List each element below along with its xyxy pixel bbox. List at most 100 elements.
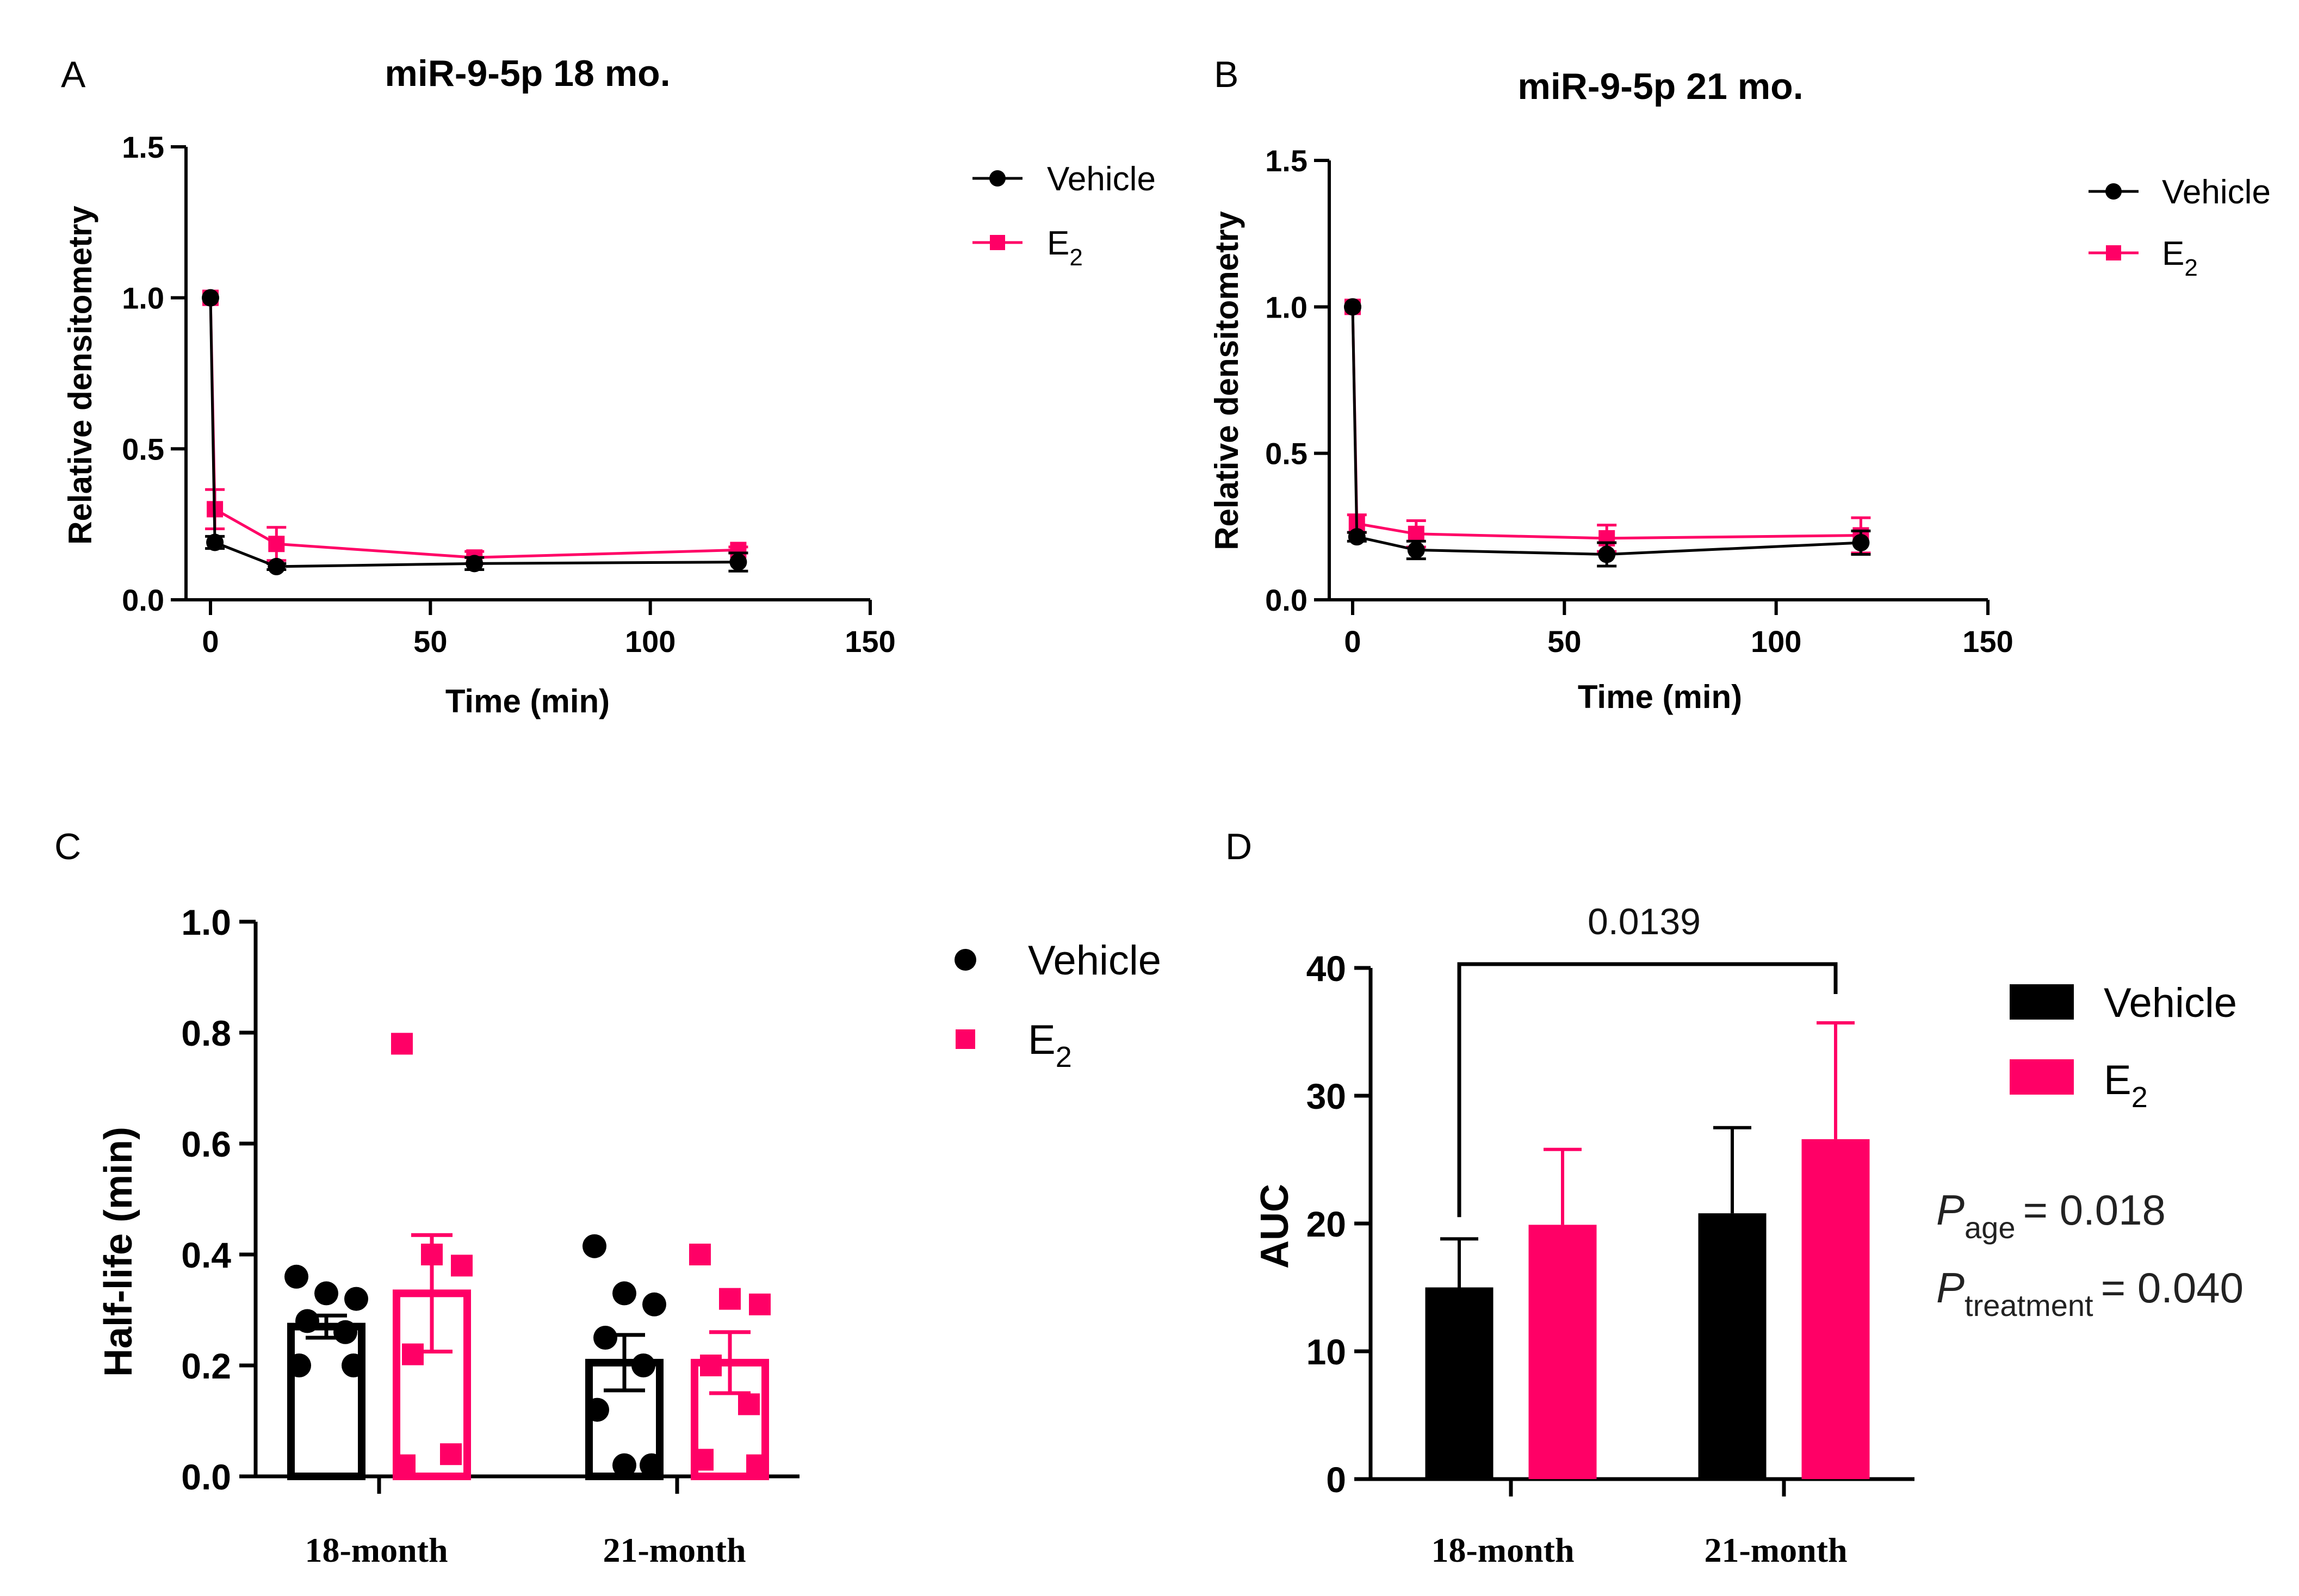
- x-category-label: 21-month: [1704, 1531, 1847, 1569]
- x-category-label: 21-month: [603, 1531, 746, 1569]
- data-point-vehicle: [206, 533, 224, 551]
- x-tick-label: 150: [845, 624, 895, 659]
- y-tick-label: 1.0: [122, 281, 164, 315]
- legend-vehicle-label: Vehicle: [1047, 160, 1156, 198]
- data-point-e2: [738, 1393, 760, 1415]
- data-point-vehicle: [466, 555, 484, 573]
- chart-b-plot: [1328, 160, 1988, 601]
- chart-a-title: miR-9-5p 18 mo.: [385, 53, 670, 94]
- data-point-e2: [268, 536, 285, 552]
- legend-e2-label: E2: [1028, 1017, 1072, 1073]
- data-point-vehicle: [1852, 533, 1870, 551]
- chart-b-yticks: 0.0 0.5 1.0 1.5: [1265, 144, 1329, 617]
- y-tick-label: 20: [1306, 1204, 1346, 1244]
- legend-e2-swatch: [2010, 1059, 2074, 1095]
- stats-block: Page = 0.018 Ptreatment = 0.040: [1936, 1186, 2244, 1322]
- y-tick-label: 0.0: [122, 583, 164, 617]
- x-category-label: 18-month: [305, 1531, 448, 1569]
- data-point-vehicle: [631, 1353, 655, 1377]
- bar-e2: [1528, 1225, 1597, 1479]
- chart-d-legend: Vehicle E2: [2010, 980, 2237, 1114]
- legend-vehicle-marker: [955, 949, 976, 971]
- x-tick-label: 50: [413, 624, 447, 659]
- data-point-vehicle: [1348, 528, 1366, 546]
- chart-a-plot: [184, 147, 870, 601]
- chart-a: miR-9-5p 18 mo. Relative densitometry Ti…: [62, 53, 1156, 719]
- chart-b-ylabel: Relative densitometry: [1209, 211, 1245, 550]
- stat-treatment-symbol: P: [1936, 1264, 1965, 1312]
- chart-d-plot: [1368, 962, 1914, 1481]
- panel-label-a: A: [61, 54, 86, 95]
- chart-c-yticks: 0.0 0.2 0.4 0.6 0.8 1.0: [181, 902, 256, 1497]
- data-point-vehicle: [268, 557, 286, 575]
- y-tick-label: 1.0: [181, 902, 231, 942]
- chart-c-legend: Vehicle E2: [955, 937, 1161, 1073]
- x-tick-label: 50: [1547, 624, 1581, 659]
- data-point-vehicle: [202, 289, 219, 307]
- legend-vehicle-label: Vehicle: [2162, 173, 2271, 211]
- data-point-vehicle: [342, 1353, 365, 1377]
- x-tick-label: 100: [1751, 624, 1801, 659]
- y-tick-label: 10: [1306, 1332, 1346, 1372]
- stat-treatment: Ptreatment = 0.040: [1936, 1264, 2244, 1322]
- chart-b: miR-9-5p 21 mo. Relative densitometry Ti…: [1209, 66, 2271, 715]
- chart-a-legend: Vehicle E2: [972, 160, 1156, 271]
- series-line-vehicle: [1351, 307, 1861, 556]
- legend-vehicle-label: Vehicle: [1028, 937, 1161, 984]
- data-point-vehicle: [333, 1320, 357, 1344]
- x-tick-label: 150: [1962, 624, 2013, 659]
- legend-e2-base: E: [2104, 1057, 2131, 1103]
- stat-treatment-subscript: treatment: [1965, 1288, 2093, 1322]
- x-tick-label: 0: [1344, 624, 1361, 659]
- legend-e2-sub: 2: [2131, 1081, 2148, 1114]
- chart-c: Half-life (min) 0.0 0.2 0.4 0.6 0.8 1.0 18-mo…: [97, 902, 1161, 1569]
- legend-e2-label: E2: [1047, 225, 1083, 271]
- y-tick-label: 0: [1326, 1460, 1346, 1500]
- data-point-vehicle: [295, 1309, 319, 1333]
- data-point-e2: [1408, 525, 1424, 542]
- bar-e2: [1801, 1139, 1870, 1479]
- chart-b-xticks: 0 50 100 150: [1344, 600, 2013, 659]
- y-tick-label: 0.2: [181, 1346, 231, 1386]
- data-point-vehicle: [287, 1353, 311, 1377]
- x-tick-label: 0: [202, 624, 219, 659]
- legend-e2-marker: [956, 1029, 975, 1049]
- chart-a-ylabel: Relative densitometry: [62, 206, 98, 545]
- x-tick-label: 100: [625, 624, 676, 659]
- data-point-vehicle: [1598, 545, 1616, 563]
- data-point-vehicle: [314, 1281, 338, 1306]
- data-point-e2: [451, 1255, 473, 1277]
- data-point-vehicle: [642, 1292, 666, 1316]
- y-tick-label: 0.5: [1265, 437, 1307, 471]
- data-point-vehicle: [284, 1264, 308, 1289]
- legend-vehicle-swatch: [2010, 984, 2074, 1020]
- data-point-e2: [421, 1244, 443, 1265]
- y-tick-label: 0.8: [181, 1013, 231, 1053]
- chart-d: AUC 0 10 20 30 40 18-month 21-month 0.0139 Ve…: [1253, 901, 2244, 1569]
- chart-a-yticks: 0.0 0.5 1.0 1.5: [122, 130, 186, 617]
- stat-age-value: = 0.018: [2023, 1186, 2165, 1234]
- legend-vehicle-label: Vehicle: [2104, 980, 2237, 1026]
- chart-d-yticks: 0 10 20 30 40: [1306, 948, 1371, 1500]
- legend-vehicle-marker: [989, 170, 1006, 187]
- legend-e2-sub: 2: [1056, 1041, 1072, 1073]
- panel-label-b: B: [1214, 54, 1238, 95]
- legend-e2-base: E: [2162, 235, 2184, 272]
- bar-vehicle: [1698, 1213, 1767, 1479]
- bar-vehicle: [287, 1322, 365, 1481]
- series-line-vehicle: [209, 297, 739, 568]
- series-line-e2: [1351, 307, 1861, 540]
- significance-bracket: [1457, 962, 1838, 1218]
- chart-b-title: miR-9-5p 21 mo.: [1517, 66, 1803, 107]
- bar-vehicle: [1425, 1287, 1494, 1479]
- y-tick-label: 0.4: [181, 1235, 231, 1275]
- chart-d-ylabel: AUC: [1253, 1184, 1297, 1269]
- data-point-vehicle: [1344, 298, 1361, 316]
- legend-e2-marker: [2106, 245, 2121, 260]
- data-point-e2: [440, 1443, 462, 1465]
- chart-c-plot: [253, 922, 800, 1481]
- legend-e2-marker: [990, 235, 1005, 250]
- y-tick-label: 40: [1306, 948, 1346, 989]
- data-point-vehicle: [344, 1287, 368, 1311]
